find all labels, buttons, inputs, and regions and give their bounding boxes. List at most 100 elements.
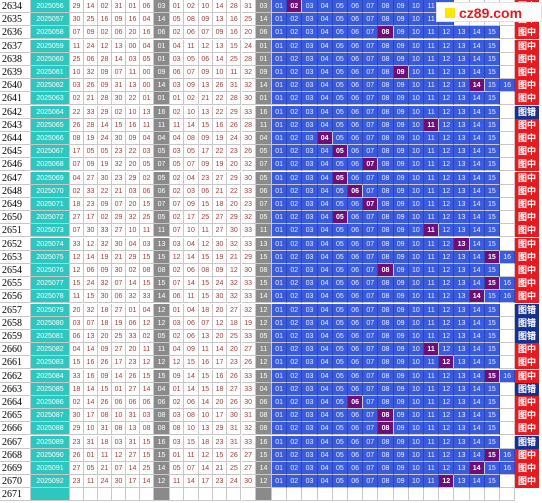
position-cell: 02 <box>287 237 303 251</box>
position-cell: 06 <box>348 237 364 251</box>
blue-ball-repeat: 07 <box>256 158 272 172</box>
sorted-number: 17 <box>184 211 199 225</box>
draw-number: 29 <box>126 250 140 264</box>
draw-number: 14 <box>84 396 98 409</box>
table-row: 2636 2025058 07 09 02 06 20 16 06 02 06 07 09 16 20 06 0… <box>0 26 542 41</box>
site-logo[interactable]: cz89.com <box>436 2 542 22</box>
position-cell: 12 <box>439 39 455 53</box>
draw-number: 23 <box>84 198 98 211</box>
position-cell: 16 <box>500 369 516 383</box>
position-cell: 03 <box>302 224 318 238</box>
issue-number: 2025080 <box>31 316 70 330</box>
sorted-number: 24 <box>227 132 242 145</box>
sorted-number: 13 <box>198 330 213 343</box>
draw-number: 09 <box>112 13 126 27</box>
draw-number: 02 <box>126 264 140 277</box>
draw-number: 31 <box>84 435 98 449</box>
row-index: 2636 <box>0 26 31 40</box>
sorted-number: 21 <box>227 250 242 264</box>
sorted-number: 12 <box>198 237 213 251</box>
position-cell: 13 <box>454 264 470 277</box>
sorted-number: 12 <box>198 39 213 53</box>
position-cell: 03 <box>302 277 318 291</box>
blue-ball-repeat: 15 <box>256 369 272 383</box>
draw-number: 28 <box>84 118 98 132</box>
draw-number: 25 <box>140 211 154 225</box>
position-cell: 12 <box>439 369 455 383</box>
position-cell: 15 <box>484 105 500 119</box>
position-cell: 09 <box>393 184 409 198</box>
draw-number: 04 <box>140 13 154 27</box>
position-cell: 06 <box>348 0 364 13</box>
hit-tag: 图中 <box>515 409 539 424</box>
position-cell: 02 <box>287 435 303 449</box>
table-row: 2664 2025086 02 14 26 06 06 06 06 02 06 14 20 26 30 06 0… <box>0 396 542 410</box>
sorted-number: 20 <box>227 343 242 357</box>
position-cell: 03 <box>302 145 318 159</box>
position-cell: 01 <box>272 198 288 211</box>
sorted-number: 23 <box>212 475 228 489</box>
position-cell: 15 <box>484 52 500 66</box>
sorted-number: 07 <box>198 26 213 40</box>
draw-number: 13 <box>112 39 126 53</box>
sorted-number: 10 <box>198 0 213 13</box>
position-cell: 15 <box>484 382 500 396</box>
position-cell: 08 <box>378 158 394 172</box>
position-cell: 05 <box>332 277 348 291</box>
sorted-number: 09 <box>198 132 213 145</box>
position-cell: 07 <box>363 303 379 317</box>
sorted-number: 22 <box>212 145 228 159</box>
blue-ball-value: 06 <box>154 26 170 40</box>
sorted-number: 15 <box>227 39 242 53</box>
position-cell: 09 <box>393 264 409 277</box>
draw-number: 17 <box>84 409 98 423</box>
row-index: 2635 <box>0 13 31 27</box>
position-cell: 07 <box>363 448 379 462</box>
position-cell: 14 <box>469 52 485 66</box>
draw-number: 11 <box>84 475 98 489</box>
position-cell: 13 <box>454 66 470 79</box>
position-cell: 08 <box>378 224 394 238</box>
empty-cell <box>500 66 516 79</box>
position-cell: 08 <box>378 250 394 264</box>
row-index: 2649 <box>0 198 31 211</box>
sorted-number: 03 <box>170 435 185 449</box>
position-cell: 07 <box>363 369 379 383</box>
sorted-number: 02 <box>170 26 185 40</box>
position-cell: 14 <box>469 303 485 317</box>
sorted-number: 25 <box>227 462 242 475</box>
hit-marker: 12 <box>439 356 455 370</box>
empty-cell <box>272 488 288 502</box>
issue-number: 2025092 <box>31 475 70 489</box>
sorted-number: 23 <box>241 198 256 211</box>
blue-ball-value: 14 <box>154 13 170 27</box>
position-cell: 04 <box>317 250 333 264</box>
position-cell: 06 <box>348 171 364 185</box>
sorted-number: 09 <box>198 66 213 79</box>
position-cell: 02 <box>287 145 303 159</box>
hit-marker: 14 <box>469 290 485 304</box>
sorted-number: 07 <box>170 198 185 211</box>
position-cell: 07 <box>363 316 379 330</box>
sorted-number: 03 <box>170 52 185 66</box>
position-cell: 11 <box>424 171 440 185</box>
sorted-number: 24 <box>212 277 228 291</box>
draw-number: 33 <box>70 237 84 251</box>
position-cell: 07 <box>363 52 379 66</box>
hit-marker: 08 <box>378 26 394 40</box>
position-cell: 09 <box>393 92 409 106</box>
position-cell: 05 <box>332 66 348 79</box>
draw-number: 33 <box>84 184 98 198</box>
position-cell: 13 <box>454 250 470 264</box>
sorted-number: 14 <box>184 475 199 489</box>
row-index: 2650 <box>0 211 31 225</box>
position-cell: 13 <box>454 475 470 489</box>
draw-number: 06 <box>140 184 154 198</box>
blue-ball-value: 05 <box>154 171 170 185</box>
row-index: 2640 <box>0 79 31 93</box>
position-cell: 13 <box>454 52 470 66</box>
position-cell: 11 <box>424 26 440 40</box>
empty-cell <box>500 105 516 119</box>
draw-number: 31 <box>112 0 126 13</box>
sorted-number <box>170 488 185 502</box>
